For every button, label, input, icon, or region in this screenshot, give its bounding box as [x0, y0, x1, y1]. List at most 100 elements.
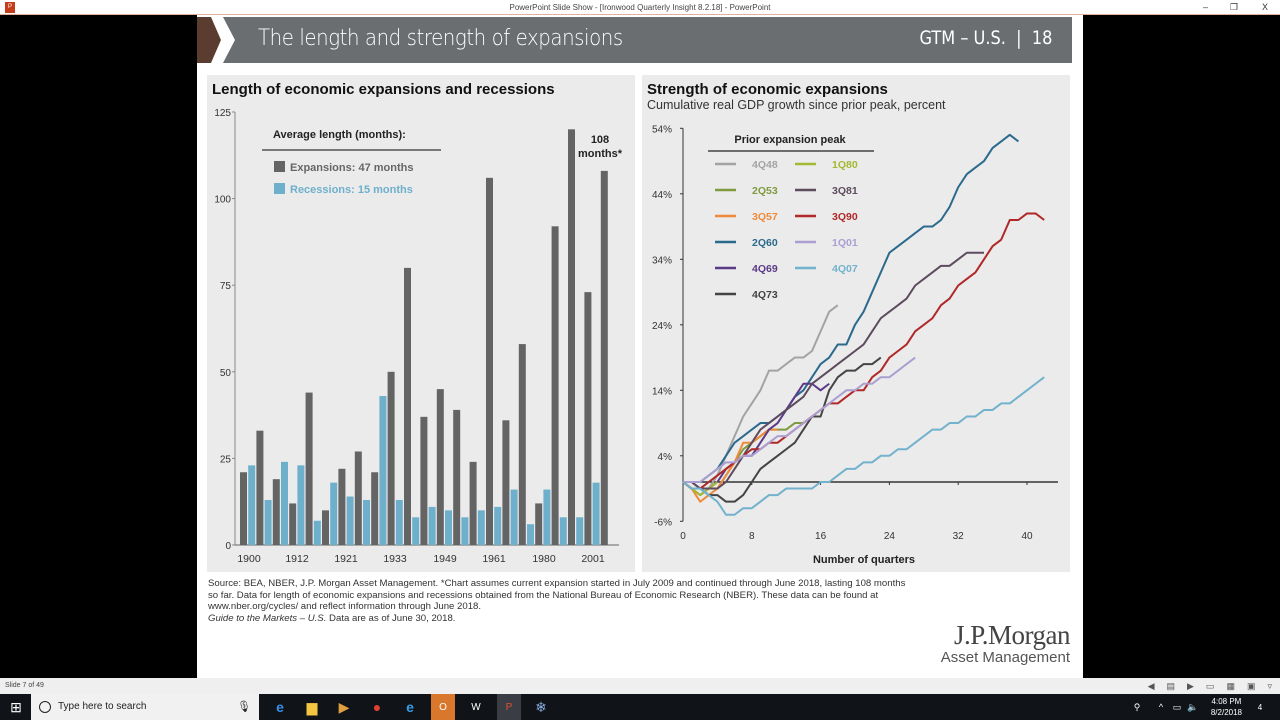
- expansion-bar: [551, 226, 559, 545]
- x-tick-label: 1921: [334, 553, 358, 565]
- recession-bar: [510, 489, 518, 545]
- close-button[interactable]: X: [1261, 2, 1268, 12]
- expansion-bar: [584, 292, 592, 545]
- clock[interactable]: 4:08 PM 8/2/2018: [1211, 696, 1242, 718]
- left-chart-title: Length of economic expansions and recess…: [212, 81, 555, 98]
- x-tick-label: 1961: [482, 553, 506, 565]
- normal-view-icon[interactable]: ▭: [1205, 681, 1215, 691]
- expansion-bar: [436, 389, 444, 545]
- legend-label-3q90: 3Q90: [832, 211, 858, 223]
- right-chart-title: Strength of economic expansions: [647, 81, 888, 98]
- x-tick-label: 8: [749, 531, 755, 542]
- recession-bar: [281, 461, 288, 545]
- y-tick-label: 24%: [652, 321, 672, 332]
- series-line-2q60: [683, 133, 1020, 483]
- legend-label-2q53: 2Q53: [752, 185, 778, 197]
- legend-label-1q01: 1Q01: [832, 237, 858, 249]
- recession-bar: [461, 517, 469, 545]
- x-tick-label: 16: [815, 531, 827, 542]
- expansion-bar: [404, 267, 411, 545]
- legend-title: Average length (months):: [273, 129, 406, 141]
- series-line-3q81: [683, 251, 984, 490]
- window-title: PowerPoint Slide Show - [Ironwood Quarte…: [509, 3, 771, 12]
- x-tick-label: 0: [680, 531, 686, 542]
- gdp-growth-line-chart: -6% 4% 14% 24% 34% 44% 54% 0 8 16 24 32 40 Number of …: [652, 124, 1058, 566]
- reading-view-icon[interactable]: ▣: [1246, 681, 1256, 691]
- legend-expansions: Expansions: 47 months: [290, 162, 413, 174]
- logo-line2: Asset Management: [940, 649, 1070, 666]
- y-tick-label: 34%: [652, 255, 672, 266]
- powerpoint-icon[interactable]: P: [497, 694, 521, 720]
- slide-count: Slide 7 of 49: [5, 682, 44, 689]
- expansion-bar: [240, 472, 247, 545]
- volume-icon[interactable]: 🔈: [1187, 701, 1199, 712]
- footer-source: Source: BEA, NBER, J.P. Morgan Asset Man…: [208, 578, 908, 624]
- slide-menu-icon[interactable]: ▤: [1166, 681, 1175, 691]
- status-bar: Slide 7 of 49 ◀ ▤ ▶ ▭ ▦ ▣ ▿: [0, 678, 1280, 694]
- legend-swatch-recessions: [274, 183, 285, 194]
- as-of-date: Data are as of June 30, 2018.: [326, 612, 456, 624]
- expansion-bar: [420, 416, 428, 545]
- tray-chevron-icon[interactable]: ^: [1158, 702, 1164, 712]
- minimize-button[interactable]: –: [1202, 2, 1208, 12]
- y-tick-label: 0: [225, 541, 231, 552]
- recession-bar: [297, 465, 305, 545]
- recession-bar: [576, 517, 584, 545]
- window-titlebar: P PowerPoint Slide Show - [Ironwood Quar…: [0, 0, 1280, 15]
- expansions-recessions-bar-chart: 0 25 50 75 100 125 1900 1912 1921 1933 1949 1961 198…: [214, 108, 622, 565]
- legend-label-3q81: 3Q81: [832, 185, 858, 197]
- legend-label-4q73: 4Q73: [752, 289, 778, 301]
- outlook-icon[interactable]: O: [431, 694, 455, 720]
- recession-bar: [379, 396, 387, 545]
- series-line-4q07: [682, 376, 1045, 516]
- series-line-1q01: [683, 356, 916, 483]
- edge-icon[interactable]: e: [276, 699, 284, 715]
- x-axis-label: Number of quarters: [813, 554, 915, 566]
- expansion-bar: [305, 392, 313, 545]
- x-tick-label: 32: [953, 531, 965, 542]
- y-tick-label: 75: [220, 281, 232, 292]
- internet-explorer-icon[interactable]: e: [406, 699, 414, 715]
- search-placeholder: Type here to search: [58, 701, 147, 712]
- x-tick-label: 1933: [383, 553, 407, 565]
- guide-title: Guide to the Markets – U.S.: [208, 612, 327, 624]
- section-label: GTM – U.S.: [919, 27, 1006, 49]
- recession-bar: [477, 510, 485, 545]
- chrome-icon[interactable]: ●: [372, 699, 382, 715]
- expansion-bar: [256, 430, 264, 545]
- x-tick-label: 1900: [237, 553, 261, 565]
- word-icon[interactable]: W: [471, 701, 481, 713]
- left-chart-panel: Length of economic expansions and recess…: [207, 75, 635, 572]
- slide-section-page: GTM – U.S. | 18: [919, 27, 1052, 49]
- y-tick-label: -6%: [654, 517, 672, 528]
- slideshow-icon[interactable]: ▿: [1267, 681, 1272, 691]
- previous-slide-icon[interactable]: ◀: [1147, 681, 1155, 691]
- restore-button[interactable]: ❐: [1229, 2, 1238, 12]
- recession-bar: [445, 510, 452, 545]
- snowflake-app-icon[interactable]: ❄: [535, 698, 547, 715]
- legend-label-2q60: 2Q60: [752, 237, 778, 249]
- network-icon[interactable]: ▭: [1172, 701, 1182, 712]
- y-tick-label: 125: [214, 108, 231, 119]
- slide-sorter-icon[interactable]: ▦: [1226, 681, 1235, 691]
- windows-start-icon[interactable]: ⊞: [10, 698, 22, 715]
- action-center-icon[interactable]: 4: [1250, 694, 1270, 720]
- expansion-bar: [469, 461, 477, 545]
- guide-note: Guide to the Markets – U.S. Data are as …: [208, 613, 908, 625]
- jpmorgan-logo: J.P.Morgan Asset Management: [940, 621, 1071, 666]
- taskbar-search[interactable]: Type here to search 🎙: [31, 694, 259, 720]
- legend-label-4q69: 4Q69: [752, 263, 778, 275]
- microphone-icon[interactable]: 🎙: [237, 701, 251, 713]
- expansion-bar: [568, 129, 575, 545]
- x-tick-label: 24: [884, 531, 896, 542]
- people-icon[interactable]: ⚲: [1133, 701, 1141, 712]
- y-tick-label: 54%: [652, 124, 672, 135]
- file-explorer-icon[interactable]: ▆: [306, 698, 318, 715]
- next-slide-icon[interactable]: ▶: [1187, 681, 1194, 691]
- expansion-bar: [518, 344, 526, 545]
- recession-bar: [592, 482, 600, 545]
- expansion-bar: [338, 468, 346, 545]
- media-player-icon[interactable]: ▶: [338, 698, 350, 715]
- expansion-bar: [272, 479, 280, 545]
- slide-header: The length and strength of expansions GT…: [197, 17, 1072, 63]
